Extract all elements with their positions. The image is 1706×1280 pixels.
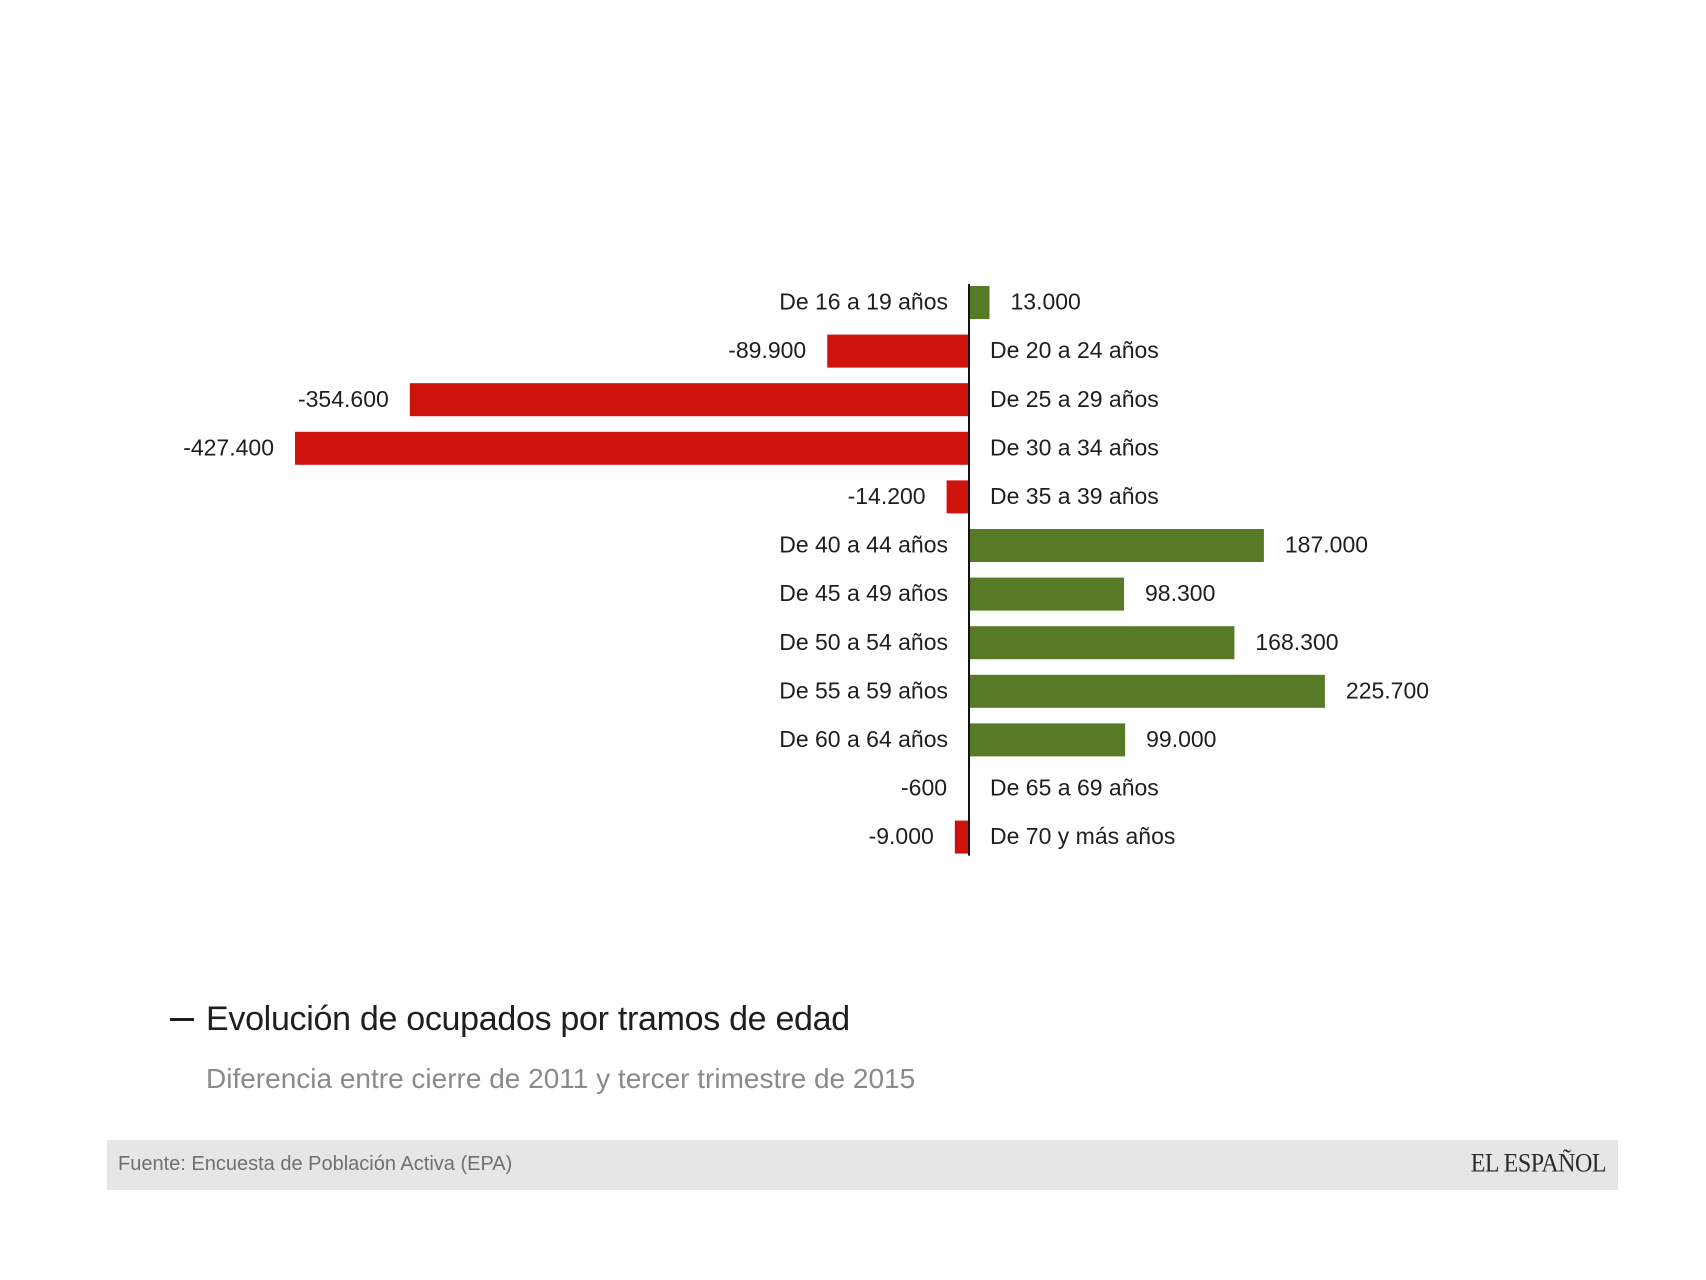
category-label-10: De 65 a 69 años (990, 775, 1159, 801)
value-label-1: -89.900 (728, 337, 806, 363)
bar-8 (969, 674, 1325, 708)
category-label-0: De 16 a 19 años (779, 289, 948, 315)
bar-6 (969, 577, 1125, 611)
value-label-0: 13.000 (1011, 289, 1081, 315)
bar-1 (827, 334, 969, 368)
category-label-6: De 45 a 49 años (779, 580, 948, 606)
title-dash (170, 1018, 194, 1021)
category-label-3: De 30 a 34 años (990, 434, 1159, 460)
bar-3 (295, 431, 969, 465)
value-label-9: 99.000 (1146, 726, 1216, 752)
chart-subtitle: Diferencia entre cierre de 2011 y tercer… (206, 1063, 916, 1094)
category-label-5: De 40 a 44 años (779, 532, 948, 558)
category-label-9: De 60 a 64 años (779, 726, 948, 752)
labels-group: De 16 a 19 años 13.000 De 20 a 24 años -89.… (183, 289, 1429, 850)
value-label-5: 187.000 (1285, 532, 1368, 558)
category-label-11: De 70 y más años (990, 823, 1175, 849)
value-label-8: 225.700 (1346, 677, 1429, 703)
value-label-7: 168.300 (1255, 629, 1338, 655)
bar-7 (969, 626, 1235, 660)
value-label-10: -600 (901, 775, 947, 801)
bar-5 (969, 529, 1264, 562)
source-note: Fuente: Encuesta de Población Activa (EP… (118, 1153, 513, 1175)
value-label-11: -9.000 (869, 823, 934, 849)
el-espanol-logo: EL ESPAÑOL (1470, 1149, 1607, 1179)
chart-title-row: Evolución de ocupados por tramos de edad (170, 1000, 850, 1039)
value-label-2: -354.600 (298, 386, 389, 412)
value-label-3: -427.400 (183, 434, 274, 460)
bar-11 (954, 820, 969, 854)
category-label-4: De 35 a 39 años (990, 483, 1159, 509)
bar-2 (409, 383, 969, 417)
value-label-4: -14.200 (848, 483, 926, 509)
bar-4 (946, 480, 969, 514)
chart-title: Evolución de ocupados por tramos de edad (206, 1000, 850, 1038)
bar-9 (969, 723, 1126, 757)
bar-0 (969, 286, 990, 319)
value-label-6: 98.300 (1145, 580, 1215, 606)
bars-group (295, 286, 1325, 854)
category-label-1: De 20 a 24 años (990, 337, 1159, 363)
footer-bar: Fuente: Encuesta de Población Activa (EP… (107, 1140, 1618, 1190)
category-label-7: De 50 a 54 años (779, 629, 948, 655)
category-label-8: De 55 a 59 años (779, 677, 948, 703)
diverging-bar-chart: De 16 a 19 años 13.000 De 20 a 24 años -89.… (183, 284, 1429, 856)
category-label-2: De 25 a 29 años (990, 386, 1159, 412)
